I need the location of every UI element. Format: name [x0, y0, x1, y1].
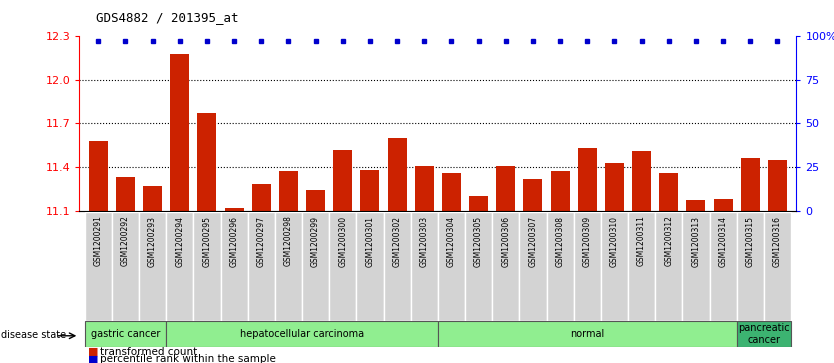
- Text: GSM1200314: GSM1200314: [719, 216, 727, 266]
- Bar: [496, 166, 515, 211]
- Bar: [356, 212, 384, 321]
- Bar: [85, 321, 166, 347]
- Bar: [741, 158, 760, 211]
- Bar: [166, 321, 438, 347]
- Bar: [279, 171, 298, 211]
- Bar: [736, 321, 791, 347]
- Bar: [600, 212, 628, 321]
- Bar: [442, 173, 461, 211]
- Text: percentile rank within the sample: percentile rank within the sample: [100, 354, 276, 363]
- Bar: [550, 171, 570, 211]
- Bar: [220, 212, 248, 321]
- Bar: [388, 138, 407, 211]
- Bar: [465, 212, 492, 321]
- Text: GSM1200311: GSM1200311: [637, 216, 646, 266]
- Text: GSM1200302: GSM1200302: [393, 216, 402, 266]
- Text: GSM1200299: GSM1200299: [311, 216, 320, 266]
- Bar: [736, 212, 764, 321]
- Bar: [438, 321, 736, 347]
- Bar: [524, 179, 542, 211]
- Bar: [656, 212, 682, 321]
- Bar: [768, 160, 787, 211]
- Text: GSM1200307: GSM1200307: [529, 216, 537, 267]
- Bar: [628, 212, 656, 321]
- Bar: [682, 212, 710, 321]
- Text: GSM1200291: GSM1200291: [93, 216, 103, 266]
- Text: GSM1200316: GSM1200316: [773, 216, 782, 266]
- Bar: [710, 212, 736, 321]
- Text: pancreatic
cancer: pancreatic cancer: [738, 323, 790, 345]
- Text: normal: normal: [570, 329, 605, 339]
- Bar: [578, 148, 597, 211]
- Text: GSM1200293: GSM1200293: [148, 216, 157, 266]
- Bar: [764, 212, 791, 321]
- Text: GDS4882 / 201395_at: GDS4882 / 201395_at: [96, 11, 239, 24]
- Bar: [438, 212, 465, 321]
- Bar: [714, 199, 732, 211]
- Bar: [414, 166, 434, 211]
- Bar: [334, 150, 352, 211]
- Text: GSM1200303: GSM1200303: [420, 216, 429, 267]
- Bar: [360, 170, 379, 211]
- Bar: [88, 141, 108, 211]
- Bar: [329, 212, 356, 321]
- Bar: [170, 54, 189, 211]
- Text: GSM1200305: GSM1200305: [474, 216, 483, 267]
- Text: GSM1200296: GSM1200296: [229, 216, 239, 266]
- Bar: [198, 113, 217, 211]
- Bar: [574, 212, 600, 321]
- Text: GSM1200313: GSM1200313: [691, 216, 701, 266]
- Text: GSM1200312: GSM1200312: [664, 216, 673, 266]
- Bar: [659, 173, 678, 211]
- Text: ■: ■: [88, 347, 98, 357]
- Bar: [469, 196, 488, 211]
- Text: GSM1200298: GSM1200298: [284, 216, 293, 266]
- Text: GSM1200301: GSM1200301: [365, 216, 374, 266]
- Bar: [605, 163, 624, 211]
- Text: GSM1200308: GSM1200308: [555, 216, 565, 266]
- Text: GSM1200292: GSM1200292: [121, 216, 130, 266]
- Bar: [520, 212, 546, 321]
- Bar: [384, 212, 410, 321]
- Bar: [632, 151, 651, 211]
- Bar: [252, 184, 271, 211]
- Text: hepatocellular carcinoma: hepatocellular carcinoma: [240, 329, 364, 339]
- Bar: [546, 212, 574, 321]
- Text: gastric cancer: gastric cancer: [91, 329, 160, 339]
- Bar: [139, 212, 166, 321]
- Bar: [492, 212, 520, 321]
- Bar: [224, 208, 244, 211]
- Text: GSM1200304: GSM1200304: [447, 216, 456, 267]
- Text: GSM1200300: GSM1200300: [339, 216, 347, 267]
- Text: ■: ■: [88, 354, 98, 363]
- Bar: [686, 200, 706, 211]
- Bar: [112, 212, 139, 321]
- Text: GSM1200309: GSM1200309: [583, 216, 592, 267]
- Bar: [166, 212, 193, 321]
- Bar: [143, 186, 162, 211]
- Bar: [306, 190, 325, 211]
- Text: disease state: disease state: [1, 330, 66, 340]
- Bar: [410, 212, 438, 321]
- Text: GSM1200294: GSM1200294: [175, 216, 184, 266]
- Bar: [116, 177, 135, 211]
- Bar: [302, 212, 329, 321]
- Bar: [85, 212, 112, 321]
- Text: transformed count: transformed count: [100, 347, 198, 357]
- Text: GSM1200306: GSM1200306: [501, 216, 510, 267]
- Bar: [193, 212, 220, 321]
- Text: GSM1200297: GSM1200297: [257, 216, 266, 266]
- Bar: [248, 212, 275, 321]
- Text: GSM1200295: GSM1200295: [203, 216, 212, 266]
- Text: GSM1200315: GSM1200315: [746, 216, 755, 266]
- Text: GSM1200310: GSM1200310: [610, 216, 619, 266]
- Bar: [275, 212, 302, 321]
